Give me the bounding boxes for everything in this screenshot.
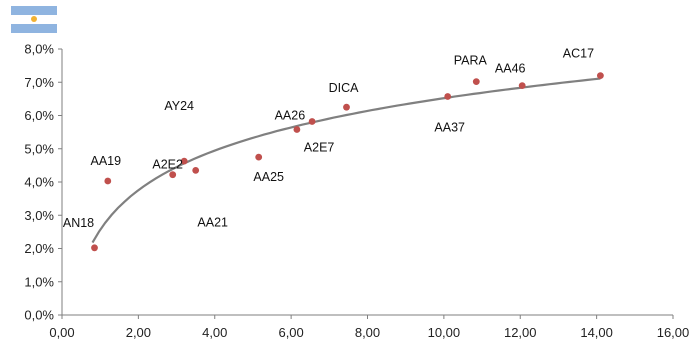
data-point [343, 103, 350, 111]
data-points [91, 72, 604, 252]
axes [61, 49, 673, 316]
y-tick-label: 2,0% [24, 241, 54, 256]
point-label: PARA [454, 54, 488, 68]
x-tick-label: 2,00 [126, 325, 151, 340]
point-label: AN18 [63, 216, 94, 230]
y-tick-label: 0,0% [24, 308, 54, 323]
y-tick-label: 5,0% [24, 141, 54, 156]
trendline [91, 77, 601, 244]
data-point [293, 126, 301, 133]
point-label: AA46 [495, 62, 526, 76]
data-point [472, 78, 480, 85]
x-tick-label: 14,00 [580, 325, 613, 340]
data-point [518, 82, 526, 89]
data-point [180, 157, 188, 165]
y-tick-label: 6,0% [24, 108, 54, 123]
x-axis-ticks: 0,00 2,00 4,00 6,00 8,00 10,00 12,00 14,00 16,00 [49, 315, 689, 340]
y-tick-label: 4,0% [24, 175, 54, 190]
point-label: AA25 [253, 170, 284, 184]
y-tick-label: 8,0% [24, 42, 54, 57]
data-point [255, 153, 263, 161]
data-point [597, 72, 604, 79]
data-point [444, 93, 452, 100]
point-label: AC17 [563, 47, 594, 61]
data-point [104, 177, 112, 185]
y-axis-ticks: 0,0% 1,0% 2,0% 3,0% 4,0% 5,0% 6,0% 7,0% 8,0% [24, 42, 62, 323]
point-label: AA37 [434, 121, 465, 135]
x-tick-label: 10,00 [428, 325, 461, 340]
sun-icon [31, 16, 37, 22]
point-labels: AN18 AA19 AY24 A2E2 AA21 AA25 AA26 A2E7 DICA AA37… [63, 47, 594, 230]
point-label: AA26 [275, 109, 306, 123]
x-tick-label: 0,00 [49, 325, 74, 340]
x-tick-label: 16,00 [657, 325, 690, 340]
data-point [192, 167, 200, 174]
point-label: AA21 [197, 215, 228, 229]
x-tick-label: 4,00 [202, 325, 227, 340]
point-label: DICA [329, 81, 360, 95]
y-tick-label: 1,0% [24, 274, 54, 289]
point-label: AY24 [164, 99, 194, 113]
x-tick-label: 8,00 [355, 325, 380, 340]
y-tick-label: 7,0% [24, 75, 54, 90]
point-label: A2E2 [152, 158, 183, 172]
trendline-path [91, 77, 601, 244]
point-label: A2E7 [304, 141, 335, 155]
x-tick-label: 12,00 [504, 325, 537, 340]
argentina-flag-icon [11, 6, 57, 33]
data-point [308, 118, 316, 125]
data-point [169, 171, 177, 179]
point-label: AA19 [91, 154, 122, 168]
data-point [91, 244, 98, 252]
x-tick-label: 6,00 [278, 325, 303, 340]
y-tick-label: 3,0% [24, 208, 54, 223]
